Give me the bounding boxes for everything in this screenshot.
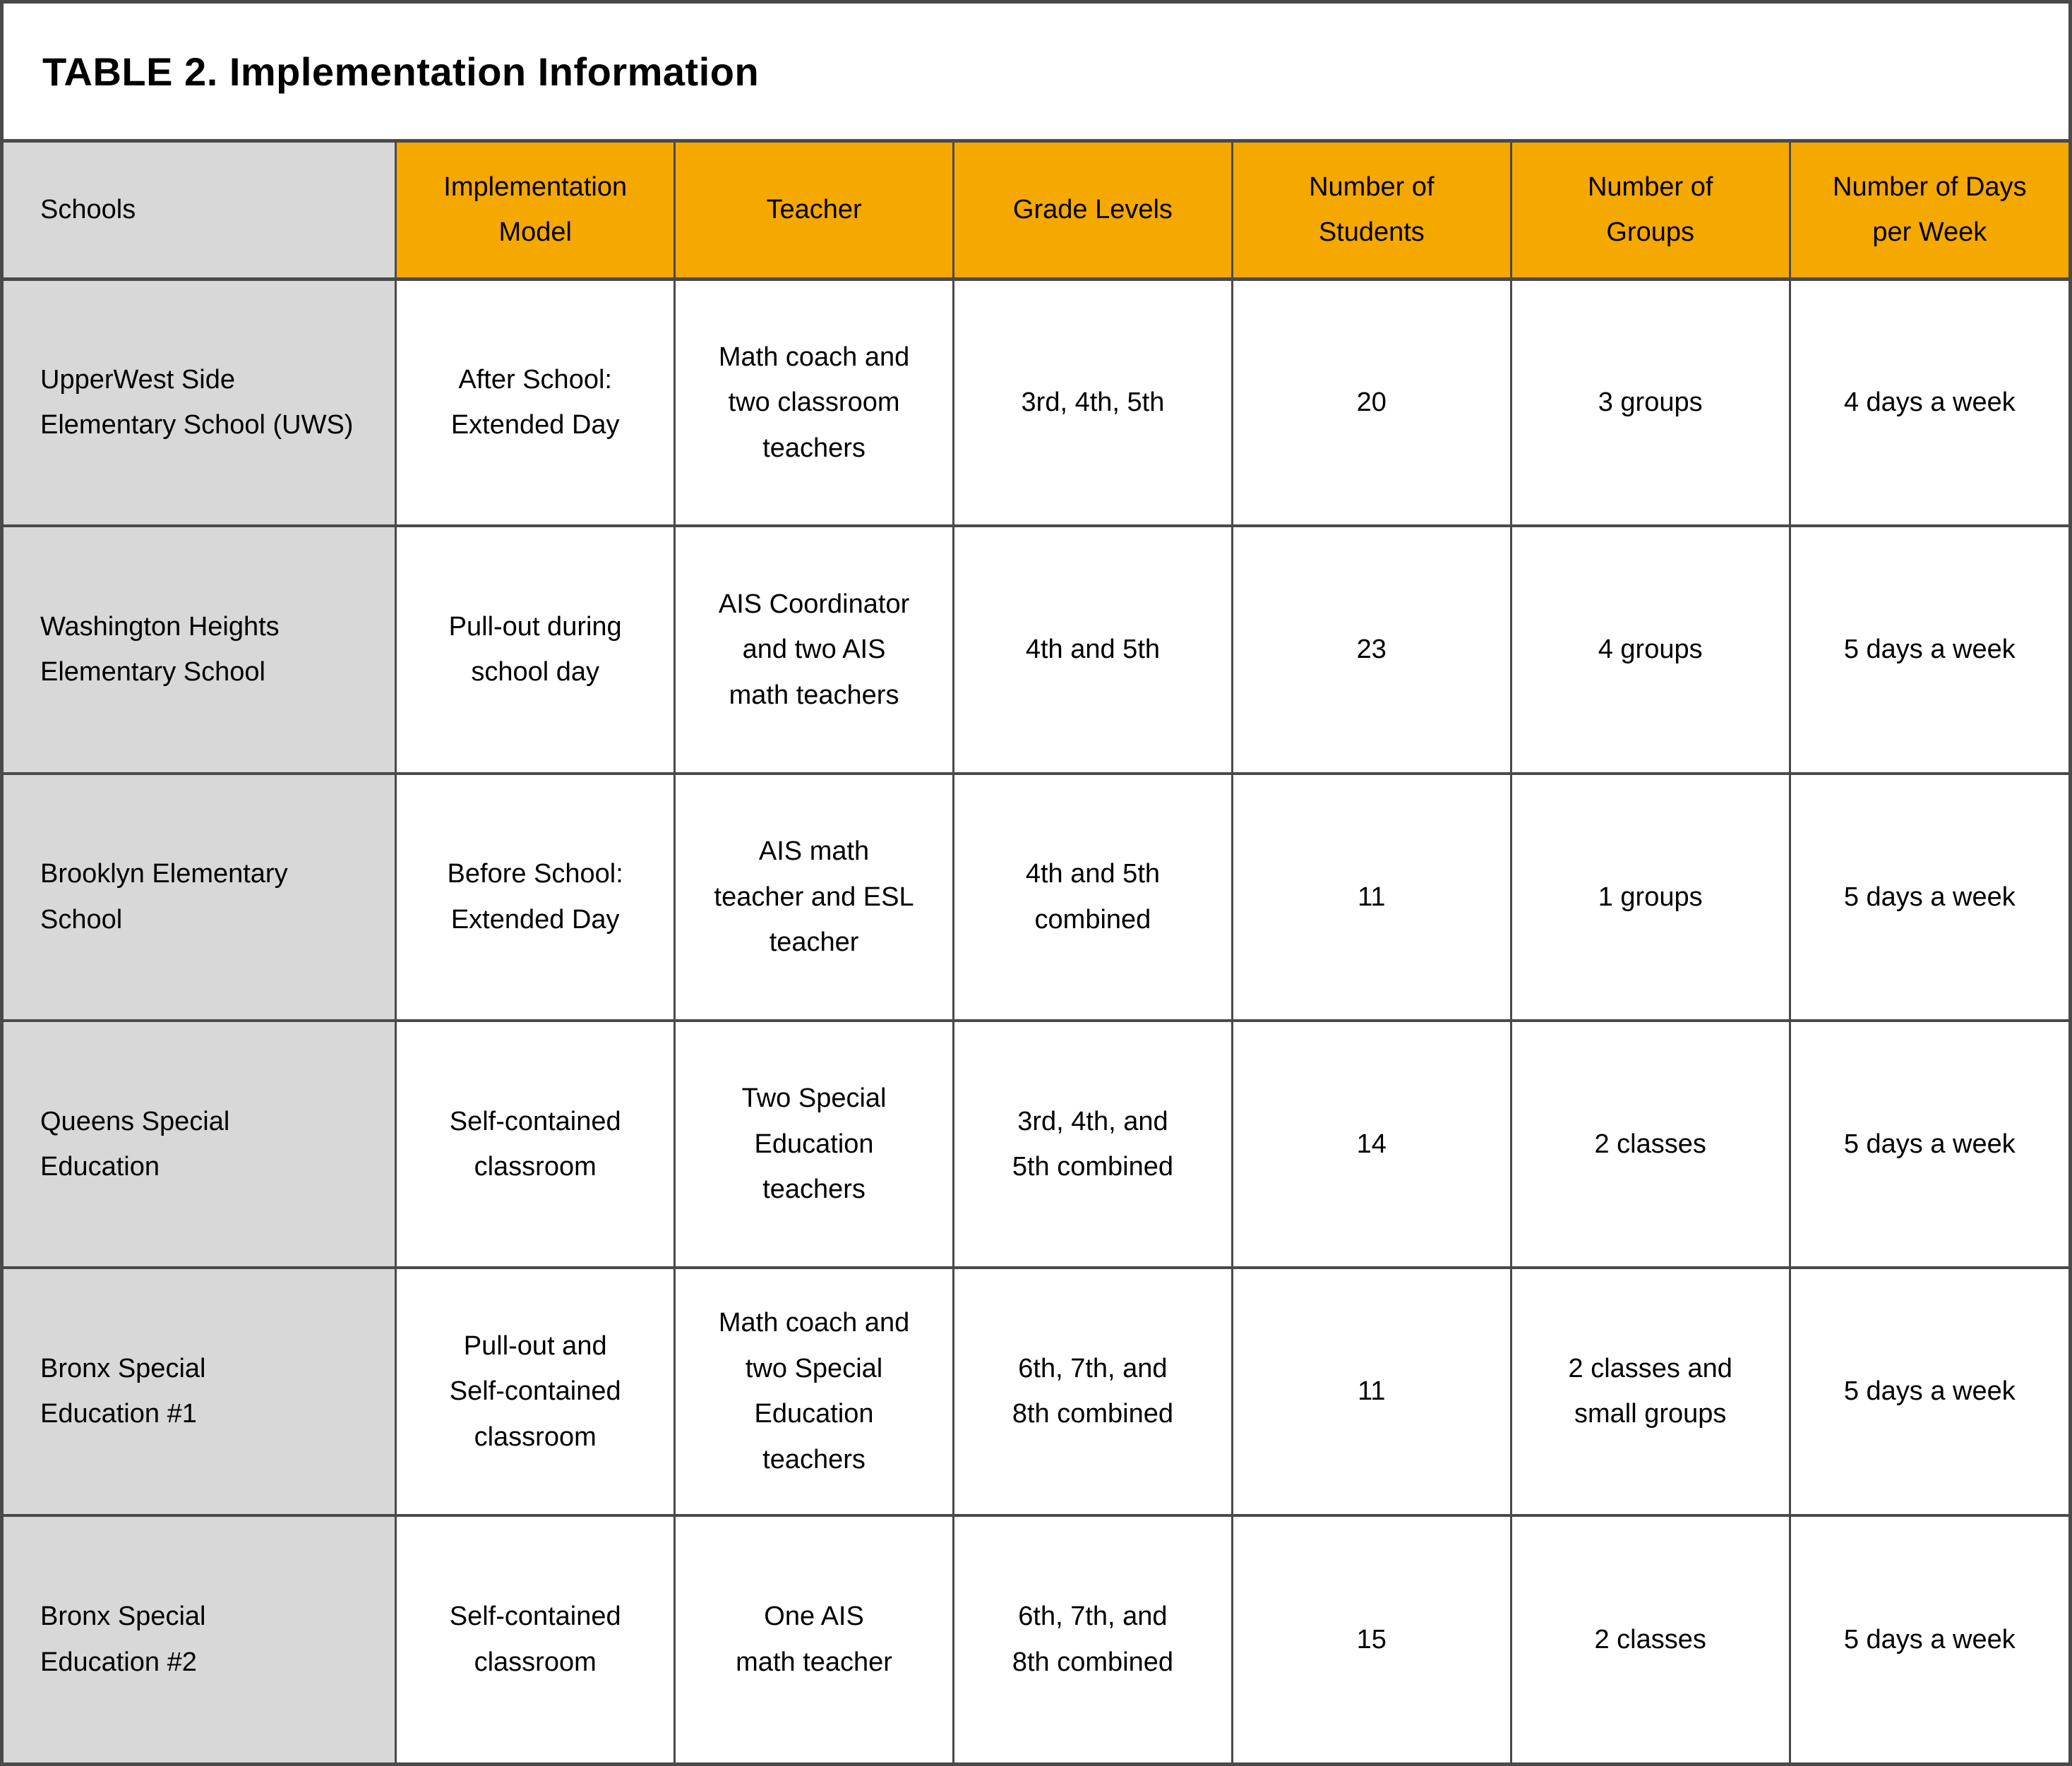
cell-teacher: Two Special Education teachers xyxy=(673,1019,954,1270)
column-header-teacher: Teacher xyxy=(673,141,954,281)
cell-number-of-students: 20 xyxy=(1230,277,1512,528)
cell-school-name: UpperWest Side Elementary School (UWS) xyxy=(2,277,397,528)
column-header-number-of-students: Number of Students xyxy=(1230,141,1512,281)
column-header-number-of-groups: Number of Groups xyxy=(1509,141,1791,281)
header-row: Schools Implementation Model Teacher Gra… xyxy=(2,141,2070,281)
column-header-grade-levels: Grade Levels xyxy=(952,141,1233,281)
table-row: Brooklyn Elementary School Before School… xyxy=(2,771,2070,1022)
table-row: Bronx Special Education #1 Pull-out and … xyxy=(2,1266,2070,1517)
table-title: TABLE 2. Implementation Information xyxy=(42,49,760,94)
cell-school-name: Bronx Special Education #2 xyxy=(2,1513,397,1765)
cell-teacher: AIS math teacher and ESL teacher xyxy=(673,771,954,1022)
table-row: Queens Special Education Self-contained … xyxy=(2,1019,2070,1270)
column-header-implementation-model: Implementation Model xyxy=(395,141,676,281)
cell-implementation-model: Before School: Extended Day xyxy=(395,771,676,1022)
table-row: UpperWest Side Elementary School (UWS) A… xyxy=(2,277,2070,528)
table-row: Washington Heights Elementary School Pul… xyxy=(2,524,2070,775)
cell-number-of-students: 23 xyxy=(1230,524,1512,775)
cell-days-per-week: 5 days a week xyxy=(1788,1019,2070,1270)
cell-number-of-students: 11 xyxy=(1230,1266,1512,1517)
cell-school-name: Brooklyn Elementary School xyxy=(2,771,397,1022)
cell-number-of-groups: 1 groups xyxy=(1509,771,1791,1022)
cell-teacher: One AIS math teacher xyxy=(673,1513,954,1765)
cell-implementation-model: Pull-out and Self-contained classroom xyxy=(395,1266,676,1517)
cell-implementation-model: After School: Extended Day xyxy=(395,277,676,528)
cell-teacher: Math coach and two Special Education tea… xyxy=(673,1266,954,1517)
cell-school-name: Washington Heights Elementary School xyxy=(2,524,397,775)
table-row: Bronx Special Education #2 Self-containe… xyxy=(2,1513,2070,1765)
cell-implementation-model: Self-contained classroom xyxy=(395,1513,676,1765)
cell-days-per-week: 5 days a week xyxy=(1788,1513,2070,1765)
cell-teacher: Math coach and two classroom teachers xyxy=(673,277,954,528)
cell-grade-levels: 6th, 7th, and 8th combined xyxy=(952,1266,1233,1517)
cell-number-of-students: 15 xyxy=(1230,1513,1512,1765)
column-header-number-of-days-per-week: Number of Days per Week xyxy=(1788,141,2070,281)
cell-number-of-students: 14 xyxy=(1230,1019,1512,1270)
table-title-bar: TABLE 2. Implementation Information xyxy=(4,4,2068,143)
column-header-schools: Schools xyxy=(2,141,397,281)
cell-number-of-groups: 2 classes xyxy=(1509,1019,1791,1270)
cell-number-of-groups: 2 classes and small groups xyxy=(1509,1266,1791,1517)
cell-days-per-week: 5 days a week xyxy=(1788,524,2070,775)
cell-number-of-groups: 4 groups xyxy=(1509,524,1791,775)
cell-grade-levels: 3rd, 4th, and 5th combined xyxy=(952,1019,1233,1270)
cell-grade-levels: 4th and 5th combined xyxy=(952,771,1233,1022)
implementation-table-wrap: Schools Implementation Model Teacher Gra… xyxy=(2,141,2070,1765)
cell-implementation-model: Pull-out during school day xyxy=(395,524,676,775)
cell-school-name: Queens Special Education xyxy=(2,1019,397,1270)
cell-school-name: Bronx Special Education #1 xyxy=(2,1266,397,1517)
cell-number-of-groups: 3 groups xyxy=(1509,277,1791,528)
cell-implementation-model: Self-contained classroom xyxy=(395,1019,676,1270)
cell-number-of-students: 11 xyxy=(1230,771,1512,1022)
cell-teacher: AIS Coordinator and two AIS math teacher… xyxy=(673,524,954,775)
cell-days-per-week: 5 days a week xyxy=(1788,771,2070,1022)
implementation-table: Schools Implementation Model Teacher Gra… xyxy=(2,141,2070,1765)
cell-days-per-week: 4 days a week xyxy=(1788,277,2070,528)
cell-grade-levels: 3rd, 4th, 5th xyxy=(952,277,1233,528)
cell-number-of-groups: 2 classes xyxy=(1509,1513,1791,1765)
cell-days-per-week: 5 days a week xyxy=(1788,1266,2070,1517)
cell-grade-levels: 6th, 7th, and 8th combined xyxy=(952,1513,1233,1765)
cell-grade-levels: 4th and 5th xyxy=(952,524,1233,775)
